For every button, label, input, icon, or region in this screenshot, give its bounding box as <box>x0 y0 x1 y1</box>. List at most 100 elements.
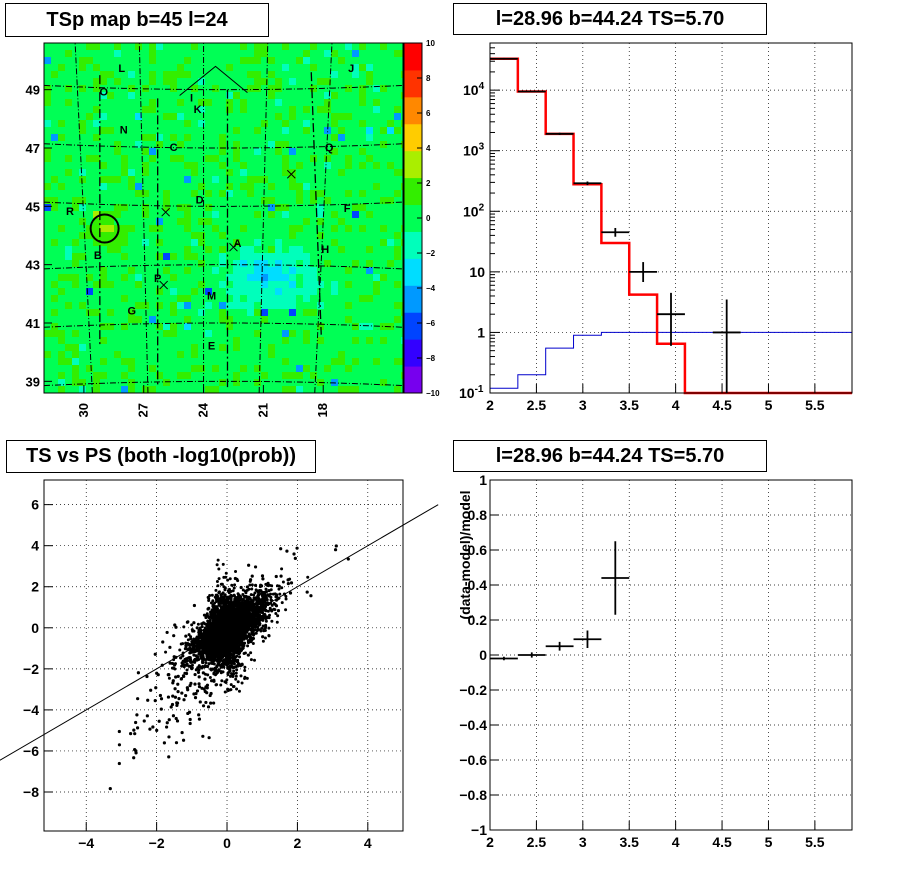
tsmap-pixel <box>177 43 184 50</box>
tsmap-pixel <box>163 365 170 372</box>
tsmap-pixel <box>296 358 303 365</box>
tsmap-pixel <box>149 162 156 169</box>
tsmap-pixel <box>268 204 275 211</box>
tsmap-pixel <box>394 239 401 246</box>
tsmap-pixel <box>79 64 86 71</box>
tsmap-pixel <box>352 162 359 169</box>
tsmap-pixel <box>212 141 219 148</box>
tsmap-pixel <box>93 183 100 190</box>
tsmap-pixel <box>219 134 226 141</box>
tsmap-pixel <box>233 253 240 260</box>
colorbar-segment <box>404 124 422 151</box>
tsmap-pixel <box>191 85 198 92</box>
tsmap-pixel <box>387 183 394 190</box>
tsmap-pixel <box>121 211 128 218</box>
tsmap-pixel <box>100 351 107 358</box>
tsmap-pixel <box>296 288 303 295</box>
tsmap-pixel <box>72 127 79 134</box>
tsmap-pixel <box>149 302 156 309</box>
tsmap-pixel <box>275 246 282 253</box>
tsmap-pixel <box>44 50 51 57</box>
tsmap-pixel <box>310 239 317 246</box>
tsmap-pixel <box>79 323 86 330</box>
tsmap-pixel <box>289 64 296 71</box>
tsmap-pixel <box>79 162 86 169</box>
tsmap-pixel <box>100 337 107 344</box>
tsmap-pixel <box>303 267 310 274</box>
scatter-point <box>229 577 232 580</box>
colorbar-segment <box>404 339 422 366</box>
tsmap-pixel <box>366 330 373 337</box>
tsmap-pixel <box>128 337 135 344</box>
tsmap-pixel <box>128 225 135 232</box>
tsmap-pixel <box>93 162 100 169</box>
tsmap-pixel <box>345 50 352 57</box>
tsmap-pixel <box>338 253 345 260</box>
tsmap-pixel <box>338 155 345 162</box>
tsmap-pixel <box>373 337 380 344</box>
tsmap-pixel <box>163 260 170 267</box>
tsmap-pixel <box>65 78 72 85</box>
tsmap-pixel <box>275 239 282 246</box>
tsmap-pixel <box>128 71 135 78</box>
tsmap-pixel <box>345 351 352 358</box>
tsmap-pixel <box>79 218 86 225</box>
tsmap-region-label-G: G <box>127 305 136 317</box>
tsmap-pixel <box>359 358 366 365</box>
tsmap-pixel <box>58 57 65 64</box>
tsmap-pixel <box>317 169 324 176</box>
tsmap-pixel <box>359 197 366 204</box>
tsmap-pixel <box>359 260 366 267</box>
tsmap-pixel <box>324 267 331 274</box>
tsmap-pixel <box>121 358 128 365</box>
tsmap-pixel <box>275 85 282 92</box>
tsmap-pixel <box>114 239 121 246</box>
colorbar-segment <box>404 70 422 97</box>
scatter-point <box>306 576 309 579</box>
tsmap-pixel <box>114 386 121 393</box>
tsmap-pixel <box>373 358 380 365</box>
tsmap-pixel <box>72 309 79 316</box>
tsmap-pixel <box>254 50 261 57</box>
tsmap-pixel <box>44 246 51 253</box>
tsmap-region-label-R: R <box>66 206 74 218</box>
tsmap-pixel <box>107 309 114 316</box>
tsmap-pixel <box>380 232 387 239</box>
colorbar-segment <box>404 312 422 339</box>
tsmap-pixel <box>324 106 331 113</box>
tsmap-pixel <box>86 113 93 120</box>
tsmap-pixel <box>296 309 303 316</box>
tsmap-pixel <box>177 372 184 379</box>
tsmap-pixel <box>142 99 149 106</box>
tsmap-pixel <box>387 316 394 323</box>
tsmap-pixel <box>289 183 296 190</box>
tsmap-pixel <box>352 344 359 351</box>
tsmap-pixel <box>331 351 338 358</box>
tsmap-pixel <box>51 92 58 99</box>
tsmap-pixel <box>289 155 296 162</box>
tsmap-pixel <box>261 358 268 365</box>
tsmap-pixel <box>93 365 100 372</box>
tsmap-pixel <box>212 260 219 267</box>
tsmap-pixel <box>359 295 366 302</box>
tsmap-pixel <box>149 351 156 358</box>
tsmap-pixel <box>387 239 394 246</box>
tsmap-pixel <box>352 330 359 337</box>
tsmap-pixel <box>121 106 128 113</box>
tsmap-pixel <box>310 344 317 351</box>
tsmap-pixel <box>289 148 296 155</box>
tsmap-pixel <box>233 57 240 64</box>
tsmap-pixel <box>303 337 310 344</box>
tsmap-pixel <box>65 113 72 120</box>
tsmap-pixel <box>282 379 289 386</box>
tsmap-pixel <box>352 127 359 134</box>
tsmap-pixel <box>324 288 331 295</box>
tsmap-pixel <box>296 351 303 358</box>
tsmap-pixel <box>79 155 86 162</box>
tsmap-pixel <box>317 365 324 372</box>
scatter-point <box>285 597 288 600</box>
tsmap-pixel <box>268 344 275 351</box>
tsmap-pixel <box>170 127 177 134</box>
tsmap-pixel <box>338 78 345 85</box>
tsmap-pixel <box>366 183 373 190</box>
